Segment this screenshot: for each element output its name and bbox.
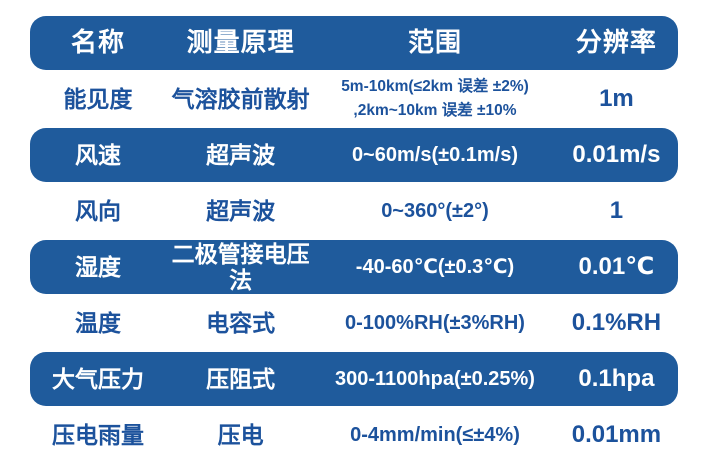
cell-name: 能见度 — [63, 85, 133, 112]
table-row-rainfall: 压电雨量 压电 0-4mm/min(≤±4%) 0.01mm — [30, 407, 678, 463]
cell-resolution: 1 — [609, 197, 624, 225]
cell-name: 大气压力 — [52, 365, 145, 392]
cell-range: 5m-10km(≤2km 误差 ±2%) ,2km~10km 误差 ±10% — [341, 78, 529, 119]
cell-range: 0~360°(±2°) — [381, 199, 489, 222]
cell-principle: 超声波 — [206, 197, 276, 224]
sensor-spec-table: 名称 测量原理 范围 分辨率 能见度 气溶胶前散射 5m-10km(≤2km 误… — [30, 16, 678, 463]
cell-resolution: 1m — [599, 85, 634, 113]
cell-name: 温度 — [75, 309, 122, 336]
cell-principle: 电容式 — [206, 309, 276, 336]
cell-range: 0-100%RH(±3%RH) — [345, 311, 525, 334]
column-header-range: 范围 — [407, 27, 462, 58]
table-row-visibility: 能见度 气溶胶前散射 5m-10km(≤2km 误差 ±2%) ,2km~10k… — [30, 71, 678, 127]
cell-range: 300-1100hpa(±0.25%) — [334, 367, 535, 390]
cell-name: 风向 — [75, 197, 122, 224]
cell-resolution: 0.01℃ — [578, 253, 655, 281]
cell-resolution: 0.1%RH — [571, 309, 662, 337]
cell-principle: 二极管接电压法 — [171, 240, 310, 293]
table-row-wind-speed: 风速 超声波 0~60m/s(±0.1m/s) 0.01m/s — [30, 128, 678, 182]
column-header-principle: 测量原理 — [186, 27, 295, 58]
cell-resolution: 0.01m/s — [572, 141, 661, 169]
table-row-air-pressure: 大气压力 压阻式 300-1100hpa(±0.25%) 0.1hpa — [30, 352, 678, 406]
cell-resolution: 0.01mm — [571, 421, 662, 449]
cell-name: 压电雨量 — [52, 421, 145, 448]
column-header-name: 名称 — [71, 27, 126, 58]
column-header-resolution: 分辨率 — [575, 27, 657, 58]
cell-range: -40-60℃(±0.3℃) — [355, 255, 515, 278]
cell-name: 湿度 — [75, 253, 122, 280]
table-row-temperature: 温度 电容式 0-100%RH(±3%RH) 0.1%RH — [30, 295, 678, 351]
table-row-wind-direction: 风向 超声波 0~360°(±2°) 1 — [30, 183, 678, 239]
cell-principle: 压电 — [217, 421, 264, 448]
cell-principle: 压阻式 — [206, 365, 276, 392]
cell-range: 0~60m/s(±0.1m/s) — [351, 143, 519, 166]
cell-name: 风速 — [75, 141, 122, 168]
table-row-humidity: 湿度 二极管接电压法 -40-60℃(±0.3℃) 0.01℃ — [30, 240, 678, 294]
cell-principle: 气溶胶前散射 — [171, 85, 310, 112]
cell-resolution: 0.1hpa — [578, 365, 655, 393]
cell-range: 0-4mm/min(≤±4%) — [350, 423, 520, 446]
cell-principle: 超声波 — [206, 141, 276, 168]
table-header-row: 名称 测量原理 范围 分辨率 — [30, 16, 678, 70]
